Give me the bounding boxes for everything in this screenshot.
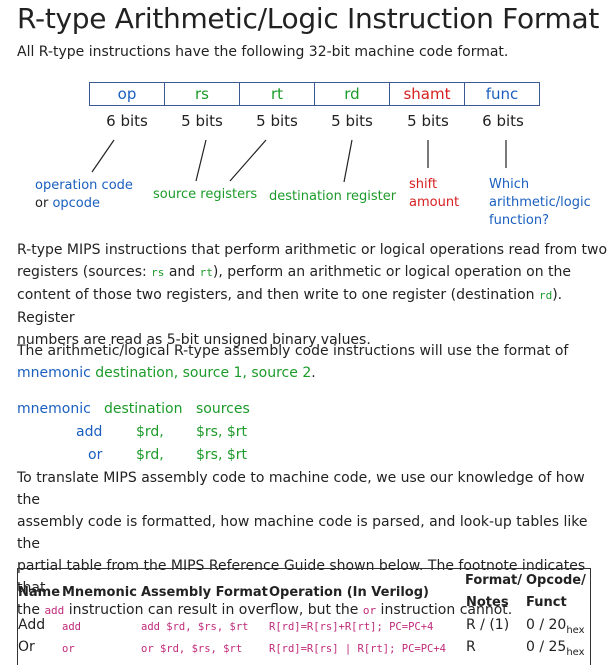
op-annotation: operation code or opcode: [35, 178, 133, 211]
row-add-assembly: add $rd, $rs, $rt: [141, 621, 249, 633]
format-fields-table: op rs rt rd shamt func: [89, 82, 540, 106]
asm-header-sources: sources: [196, 401, 250, 417]
bits-rd: 5 bits: [331, 112, 373, 130]
bits-rs: 5 bits: [181, 112, 223, 130]
destination-register-label: destination register: [269, 189, 397, 204]
pointer-rt: [229, 139, 267, 182]
page-title: R-type Arithmetic/Logic Instruction Form…: [17, 2, 600, 35]
col-header-mnemonic: Mnemonic: [62, 585, 137, 600]
row-add-mnemonic: add: [62, 621, 81, 633]
row-or-mnemonic: or: [62, 643, 75, 655]
asm-row-add-destination: $rd,: [136, 424, 164, 440]
pointer-lines: [91, 139, 507, 183]
bits-rt: 5 bits: [256, 112, 298, 130]
row-add-operation: R[rd]=R[rs]+R[rt]; PC=PC+4: [269, 621, 434, 633]
bits-func: 6 bits: [482, 112, 524, 130]
paragraph-rtype: R-type MIPS instructions that perform ar…: [17, 242, 608, 348]
row-or-assembly: or $rd, $rs, $rt: [141, 643, 243, 655]
asm-row-or-sources: $rs, $rt: [196, 447, 248, 463]
row-or-opcode: 0 / 25hex: [526, 639, 585, 658]
row-or-operation: R[rd]=R[rs] | R[rt]; PC=PC+4: [269, 643, 447, 655]
pointer-rd: [343, 139, 353, 183]
asm-row-add-mnemonic: add: [76, 424, 103, 440]
field-func: func: [464, 82, 540, 106]
row-add-opcode: 0 / 20hex: [526, 617, 585, 636]
pointer-rs: [195, 139, 207, 182]
source-registers-label: source registers: [153, 187, 258, 202]
row-or-name: Or: [18, 639, 35, 655]
col-header-format: Format/: [465, 573, 522, 588]
reference-table: Name Mnemonic Assembly Format Operation …: [17, 568, 591, 665]
col-header-notes: Notes: [466, 595, 509, 610]
col-header-opcode: Opcode/: [526, 573, 586, 588]
asm-row-add-sources: $rs, $rt: [196, 424, 248, 440]
col-header-assembly: Assembly Format: [141, 585, 268, 600]
function-label: Which arithmetic/logic function?: [489, 177, 591, 228]
intro-text: All R-type instructions have the followi…: [17, 44, 509, 60]
row-add-format: R / (1): [466, 617, 510, 633]
paragraph-format: The arithmetic/logical R-type assembly c…: [17, 343, 569, 381]
col-header-operation: Operation (In Verilog): [269, 585, 429, 600]
field-rt: rt: [239, 82, 315, 106]
asm-row-or-destination: $rd,: [136, 447, 164, 463]
col-header-funct: Funct: [526, 595, 567, 610]
asm-header-mnemonic: mnemonic: [17, 401, 91, 417]
pointer-op: [91, 139, 115, 173]
col-header-name: Name: [18, 585, 61, 600]
paragraph-translate: To translate MIPS assembly code to machi…: [17, 470, 588, 618]
field-rd: rd: [314, 82, 390, 106]
asm-row-or-mnemonic: or: [88, 447, 103, 463]
bits-op: 6 bits: [106, 112, 148, 130]
shift-amount-label: shift amount: [409, 177, 460, 210]
asm-header-destination: destination: [104, 401, 183, 417]
row-add-name: Add: [18, 617, 46, 633]
bits-shamt: 5 bits: [407, 112, 449, 130]
field-shamt: shamt: [389, 82, 465, 106]
row-or-format: R: [466, 639, 476, 655]
